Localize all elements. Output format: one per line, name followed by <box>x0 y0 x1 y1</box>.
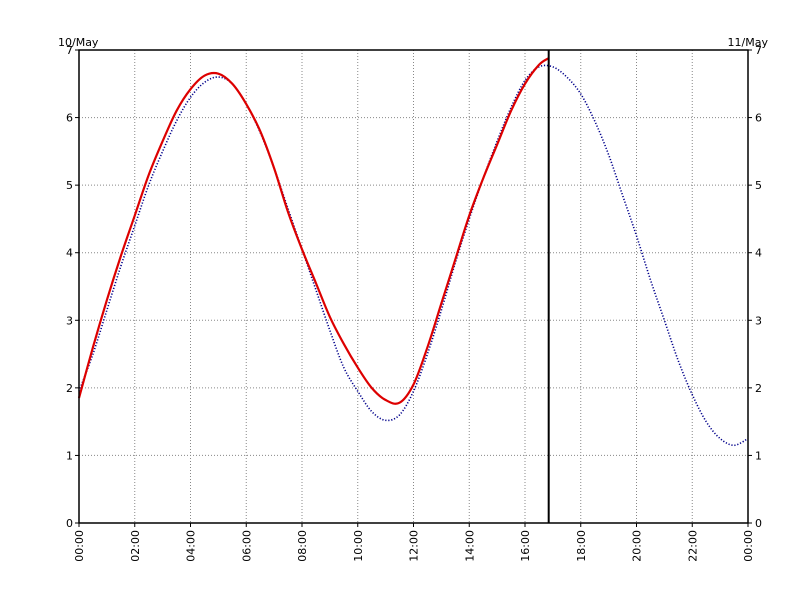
x-tick-label: 00:00 <box>73 530 86 562</box>
x-tick-label: 04:00 <box>185 530 198 562</box>
series-line-dotted <box>78 64 749 447</box>
y-tick-label-left: 3 <box>66 314 73 327</box>
x-tick-label: 14:00 <box>463 530 476 562</box>
y-tick-label-right: 3 <box>755 314 762 327</box>
y-tick-label-left: 7 <box>66 44 73 57</box>
y-tick-label-right: 7 <box>755 44 762 57</box>
x-tick-label: 00:00 <box>742 530 755 562</box>
y-tick-label-right: 0 <box>755 517 762 530</box>
ticks-layer: 00:00 02:00 04:00 06:00 08:00 10:00 12:00 14:00… <box>66 44 762 562</box>
y-tick-label-right: 1 <box>755 449 762 462</box>
date-right-label: 11/May <box>728 36 769 49</box>
x-tick-label: 06:00 <box>240 530 253 562</box>
y-tick-label-left: 0 <box>66 517 73 530</box>
date-left-label: 10/May <box>58 36 99 49</box>
x-tick-label: 20:00 <box>631 530 644 562</box>
x-tick-label: 02:00 <box>129 530 142 562</box>
x-tick-label: 22:00 <box>686 530 699 562</box>
y-tick-label-left: 2 <box>66 382 73 395</box>
series-layer <box>77 57 749 447</box>
x-tick-label: 16:00 <box>519 530 532 562</box>
y-tick-label-left: 4 <box>66 247 73 260</box>
y-tick-label-right: 5 <box>755 179 762 192</box>
y-tick-label-left: 1 <box>66 449 73 462</box>
x-tick-label: 12:00 <box>408 530 421 562</box>
series-line-solid <box>77 57 550 405</box>
grid <box>79 50 748 523</box>
y-tick-label-right: 6 <box>755 112 762 125</box>
y-tick-label-left: 5 <box>66 179 73 192</box>
x-tick-label: 10:00 <box>352 530 365 562</box>
y-tick-label-right: 2 <box>755 382 762 395</box>
x-tick-label: 18:00 <box>575 530 588 562</box>
x-tick-label: 08:00 <box>296 530 309 562</box>
y-tick-label-left: 6 <box>66 112 73 125</box>
y-tick-label-right: 4 <box>755 247 762 260</box>
